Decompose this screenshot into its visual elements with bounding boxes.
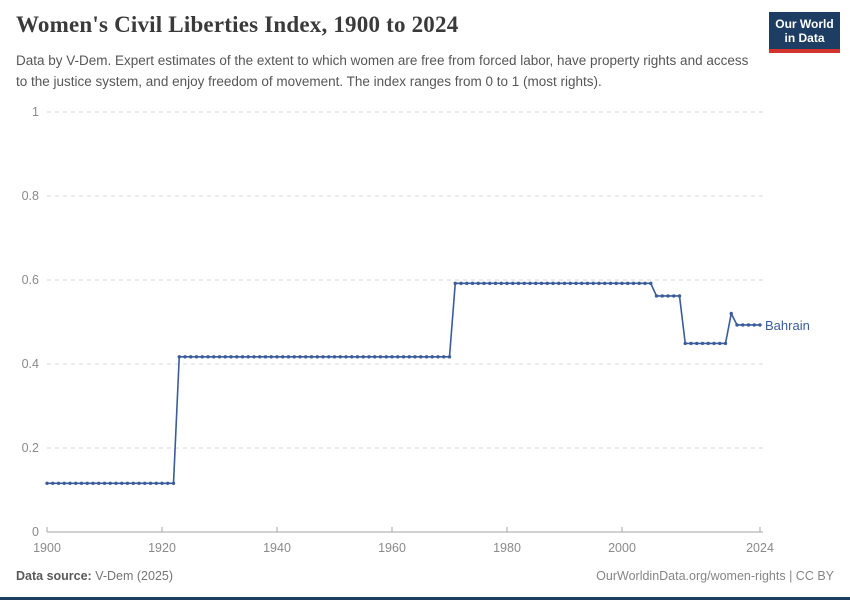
y-tick-label-0.8: 0.8 [22,189,39,203]
bahrain-markers [45,281,762,485]
owid-logo-accent-bar [769,49,840,53]
x-tick-label-1900: 1900 [33,541,61,555]
owid-logo: Our World in Data [769,12,840,53]
x-tick-label-1980: 1980 [493,541,521,555]
x-tick-label-1920: 1920 [148,541,176,555]
series-end-label-bahrain: Bahrain [765,318,810,333]
owid-logo-box: Our World in Data [769,12,840,49]
chart-title: Women's Civil Liberties Index, 1900 to 2… [16,12,459,37]
x-tick-label-2000: 2000 [608,541,636,555]
license-note: OurWorldinData.org/women-rights | CC BY [596,569,834,583]
bottom-accent-bar [0,597,850,600]
y-tick-label-1: 1 [32,105,39,119]
x-tick-label-2024: 2024 [746,541,774,555]
x-tick-label-1940: 1940 [263,541,291,555]
y-tick-label-0.6: 0.6 [22,273,39,287]
chart-subtitle: Data by V-Dem. Expert estimates of the e… [16,53,749,89]
data-source-label: Data source: [16,569,92,583]
owid-logo-line2: in Data [784,31,825,45]
chart-footer: Data source: V-Dem (2025) OurWorldinData… [16,569,834,583]
data-source-note: Data source: V-Dem (2025) [16,569,173,583]
bahrain-line [47,282,760,485]
data-source-value: V-Dem (2025) [95,569,174,583]
owid-logo-line1: Our World [775,17,834,31]
y-tick-label-0.2: 0.2 [22,441,39,455]
y-tick-label-0.4: 0.4 [22,357,39,371]
x-tick-label-1960: 1960 [378,541,406,555]
y-tick-label-0: 0 [32,525,39,539]
